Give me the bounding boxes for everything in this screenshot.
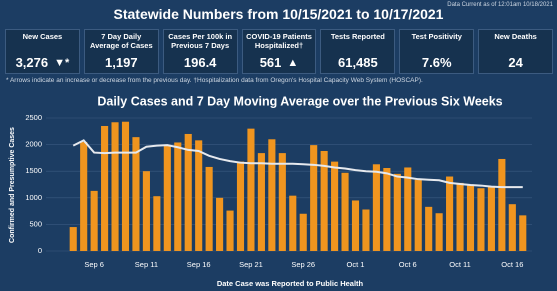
card-value-row: 24 bbox=[508, 55, 522, 70]
bar bbox=[132, 137, 140, 251]
bar bbox=[425, 206, 433, 251]
card-value-row: 7.6% bbox=[422, 55, 452, 70]
stat-card: COVID-19 Patients Hospitalized† 561 ▲ bbox=[241, 29, 317, 74]
x-tick-label: Sep 26 bbox=[291, 260, 315, 269]
bar bbox=[142, 171, 150, 251]
y-axis-label: Confirmed and Presumptive Cases bbox=[9, 127, 16, 243]
stat-card: Tests Reported 61,485 bbox=[320, 29, 396, 74]
stat-card: Cases Per 100k in Previous 7 Days 196.4 bbox=[162, 29, 238, 74]
card-value-row: 61,485 bbox=[338, 55, 378, 70]
x-tick-label: Sep 21 bbox=[239, 260, 263, 269]
bar bbox=[111, 122, 119, 251]
card-label: Cases Per 100k in Previous 7 Days bbox=[168, 32, 233, 50]
bar bbox=[310, 145, 318, 251]
bar bbox=[487, 186, 495, 251]
as-of: Data Current as of 12:01am 10/18/2021 bbox=[447, 2, 553, 8]
bar bbox=[519, 215, 527, 251]
bar bbox=[477, 188, 485, 251]
y-tick-label: 1000 bbox=[25, 193, 42, 202]
card-value-row: 3,276 ▼* bbox=[16, 55, 70, 70]
bar bbox=[383, 168, 391, 251]
bar bbox=[351, 200, 360, 251]
bar bbox=[80, 141, 88, 251]
bar bbox=[289, 195, 297, 251]
chart-title: Daily Cases and 7 Day Moving Average ove… bbox=[97, 94, 502, 108]
footnote: * Arrows indicate an increase or decreas… bbox=[6, 77, 423, 84]
stat-card: New Deaths 24 bbox=[478, 29, 554, 74]
x-tick-label: Sep 11 bbox=[135, 260, 158, 269]
card-value: 3,276 bbox=[15, 55, 49, 70]
y-tick-label: 2500 bbox=[25, 113, 42, 122]
bar bbox=[404, 167, 412, 251]
bar bbox=[69, 227, 77, 251]
x-tick-label: Sep 16 bbox=[187, 260, 211, 269]
trend-arrow: ▼* bbox=[54, 56, 70, 69]
card-label: Test Positivity bbox=[411, 32, 462, 41]
card-value: 24 bbox=[508, 55, 523, 70]
bar bbox=[446, 176, 454, 251]
bar bbox=[508, 204, 516, 251]
cards: New Cases 3,276 ▼* 7 Day Daily Average of C… bbox=[5, 29, 554, 74]
card-value: 61,485 bbox=[337, 55, 378, 70]
bar bbox=[121, 121, 130, 251]
stat-card: New Cases 3,276 ▼* bbox=[5, 29, 80, 74]
bar bbox=[435, 213, 443, 251]
chart: Daily Cases and 7 Day Moving Average ove… bbox=[9, 94, 532, 288]
card-value: 196.4 bbox=[183, 55, 217, 70]
x-tick-label: Oct 11 bbox=[449, 260, 471, 269]
x-axis-label: Date Case was Reported to Public Health bbox=[217, 279, 364, 288]
page-title: Statewide Numbers from 10/15/2021 to 10/… bbox=[113, 6, 444, 22]
card-value-row: 1,197 bbox=[105, 55, 138, 70]
bar bbox=[498, 158, 506, 251]
bar bbox=[257, 153, 265, 251]
y-tick-label: 2000 bbox=[25, 140, 42, 149]
x-tick-label: Sep 6 bbox=[84, 260, 104, 269]
card-label: New Deaths bbox=[494, 32, 537, 41]
card-label: New Cases bbox=[22, 32, 63, 41]
x-tick-label: Oct 6 bbox=[399, 260, 417, 269]
moving-average-line bbox=[72, 139, 523, 189]
bar bbox=[320, 150, 328, 251]
bar bbox=[331, 161, 339, 251]
bar bbox=[205, 166, 213, 251]
y-tick-label: 1500 bbox=[25, 166, 42, 175]
card-value: 561 bbox=[259, 55, 282, 70]
bar bbox=[393, 173, 401, 251]
bar bbox=[153, 196, 161, 251]
card-label: Tests Reported bbox=[330, 32, 385, 41]
bar bbox=[414, 179, 422, 251]
bar bbox=[362, 209, 370, 251]
card-value-row: 561 ▲ bbox=[260, 55, 299, 70]
x-tick-label: Oct 16 bbox=[501, 260, 523, 269]
trend-arrow: ▲ bbox=[287, 56, 299, 69]
bar bbox=[195, 140, 203, 251]
bar bbox=[456, 182, 464, 251]
bar bbox=[226, 210, 234, 251]
bar bbox=[101, 125, 109, 251]
bar bbox=[268, 139, 276, 251]
y-tick-label: 500 bbox=[29, 219, 42, 228]
card-value-row: 196.4 bbox=[184, 55, 217, 70]
stat-card: 7 Day Daily Average of Cases 1,197 bbox=[83, 29, 159, 74]
bar bbox=[247, 128, 255, 251]
bar bbox=[341, 172, 349, 251]
bar bbox=[299, 213, 307, 251]
bar bbox=[184, 133, 192, 251]
bar bbox=[216, 197, 224, 251]
card-label: 7 Day Daily Average of Cases bbox=[89, 32, 153, 50]
card-label: COVID-19 Patients Hospitalized† bbox=[246, 32, 312, 50]
card-value: 1,197 bbox=[105, 55, 138, 70]
x-tick-label: Oct 1 bbox=[347, 260, 365, 269]
bar bbox=[466, 185, 475, 251]
bar bbox=[236, 161, 245, 251]
bar bbox=[174, 142, 182, 251]
y-tick-label: 0 bbox=[38, 246, 42, 255]
bar bbox=[278, 153, 286, 251]
card-value: 7.6% bbox=[421, 55, 452, 70]
bar bbox=[372, 164, 380, 251]
stat-card: Test Positivity 7.6% bbox=[399, 29, 475, 74]
bar bbox=[163, 145, 171, 251]
bar bbox=[90, 190, 98, 251]
